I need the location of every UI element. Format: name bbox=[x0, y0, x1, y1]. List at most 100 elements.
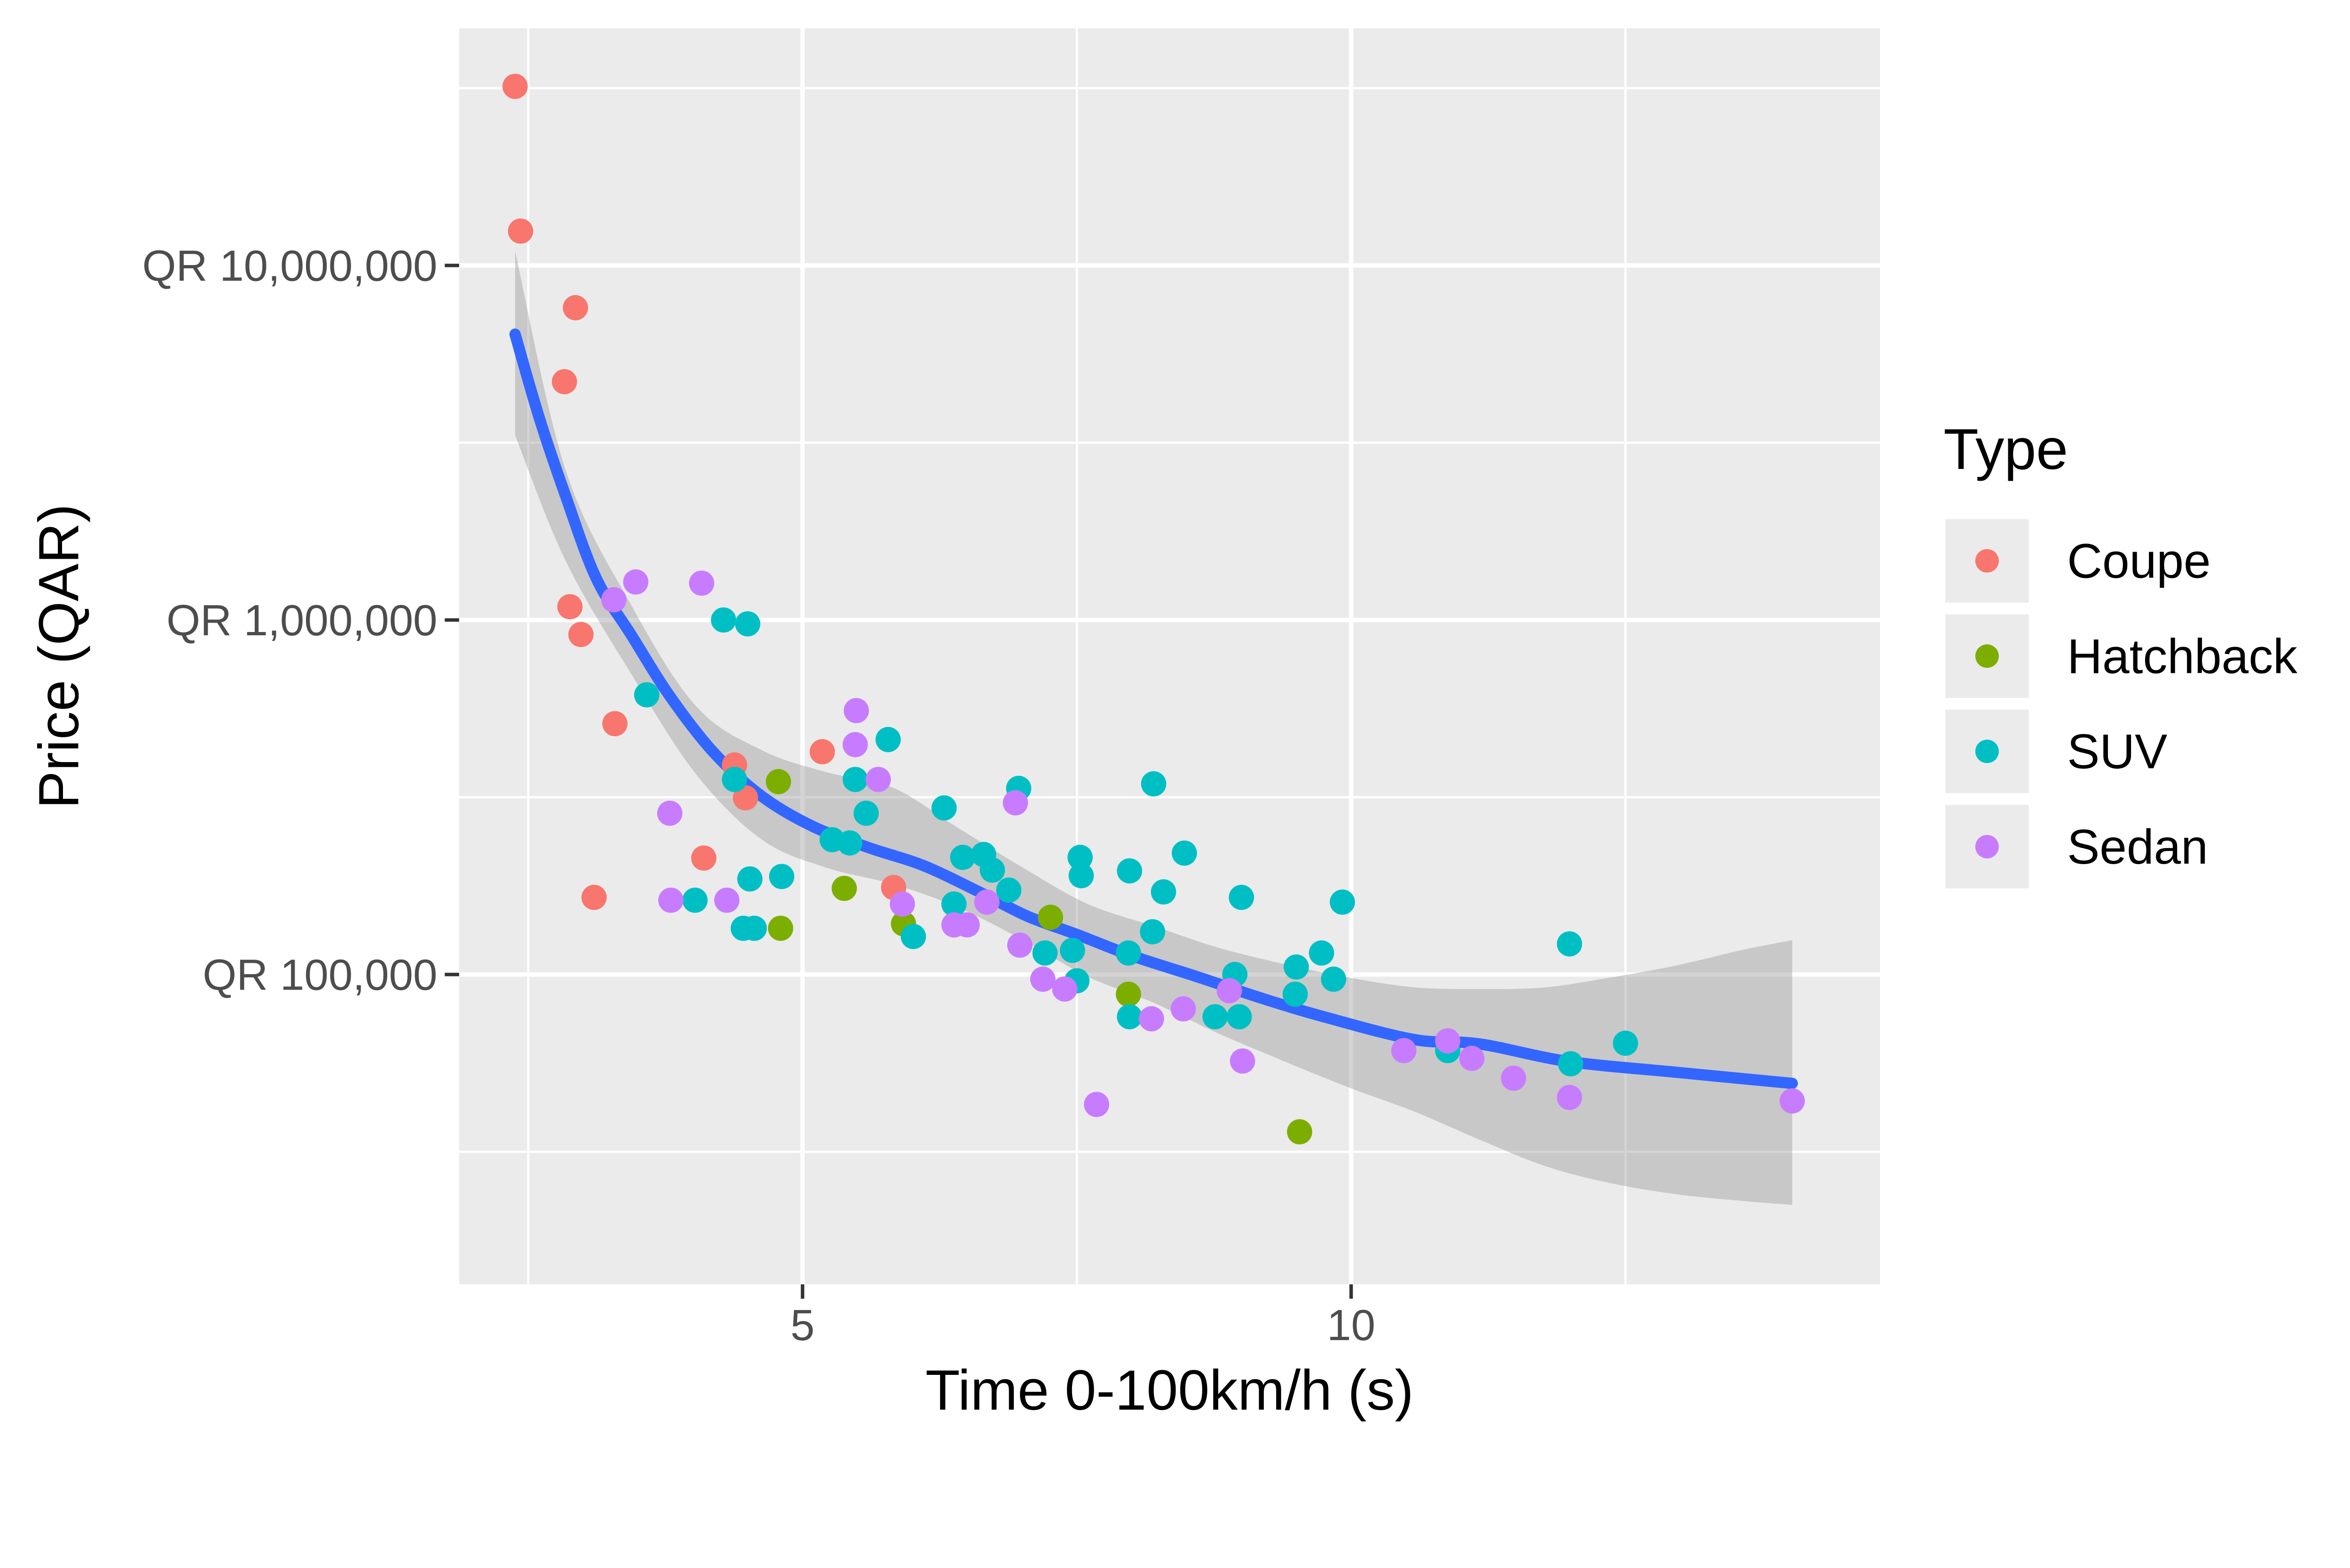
data-point bbox=[875, 727, 901, 752]
data-point bbox=[658, 887, 684, 913]
series-hatchback bbox=[766, 769, 1312, 1145]
data-point bbox=[1038, 905, 1063, 930]
data-point bbox=[689, 570, 714, 596]
data-point bbox=[552, 369, 577, 395]
data-point bbox=[557, 594, 583, 620]
data-point bbox=[1230, 1048, 1255, 1074]
data-point bbox=[1030, 967, 1056, 992]
legend-key-dot bbox=[1975, 549, 1999, 573]
data-point bbox=[1151, 879, 1176, 905]
data-point bbox=[831, 875, 857, 901]
panel-background bbox=[459, 28, 1880, 1285]
legend: Type Coupe Hatchback SUV Sedan bbox=[1943, 417, 2297, 889]
data-point bbox=[1116, 940, 1141, 966]
data-point bbox=[1779, 1088, 1805, 1114]
data-point bbox=[1229, 884, 1254, 910]
data-point bbox=[563, 295, 588, 320]
data-point bbox=[768, 915, 793, 941]
legend-key-dot bbox=[1975, 644, 1999, 668]
data-point bbox=[1613, 1030, 1638, 1056]
data-point bbox=[735, 611, 760, 637]
data-point bbox=[1117, 1004, 1143, 1030]
data-point bbox=[931, 795, 957, 821]
data-point bbox=[1557, 1084, 1582, 1110]
data-point bbox=[1117, 858, 1143, 884]
data-point bbox=[769, 864, 795, 889]
data-point bbox=[682, 887, 708, 913]
data-point bbox=[766, 769, 791, 795]
data-points bbox=[502, 73, 1805, 1145]
data-point bbox=[1282, 981, 1308, 1007]
data-point bbox=[1068, 863, 1094, 889]
data-point bbox=[1287, 1119, 1312, 1145]
x-tick-label: 10 bbox=[1327, 1301, 1375, 1350]
legend-entry-suv: SUV bbox=[1945, 710, 2167, 793]
data-point bbox=[1052, 976, 1078, 1002]
data-point bbox=[890, 891, 915, 917]
data-point bbox=[634, 682, 659, 708]
data-point bbox=[1060, 937, 1085, 963]
legend-title: Type bbox=[1943, 417, 2068, 481]
data-point bbox=[1170, 996, 1196, 1022]
data-point bbox=[721, 766, 747, 792]
data-point bbox=[1202, 1004, 1228, 1030]
data-point bbox=[657, 800, 682, 826]
data-point bbox=[1067, 844, 1093, 870]
data-point bbox=[1226, 1004, 1252, 1030]
data-point bbox=[979, 857, 1005, 883]
data-point bbox=[508, 218, 533, 244]
data-point bbox=[1141, 771, 1167, 796]
data-point bbox=[842, 732, 868, 757]
legend-label: Hatchback bbox=[2067, 629, 2297, 683]
data-point bbox=[691, 845, 717, 871]
data-point bbox=[974, 889, 1000, 915]
data-point bbox=[1330, 889, 1355, 915]
data-point bbox=[1435, 1028, 1461, 1053]
data-point bbox=[711, 607, 736, 633]
data-point bbox=[1139, 1006, 1164, 1031]
data-point bbox=[502, 73, 528, 99]
y-axis-title: Price (QAR) bbox=[27, 504, 91, 809]
data-point bbox=[1308, 940, 1334, 966]
data-point bbox=[741, 915, 767, 941]
legend-label: Coupe bbox=[2067, 534, 2211, 588]
data-point bbox=[996, 877, 1022, 903]
data-point bbox=[714, 887, 740, 913]
y-axis: QR 10,000,000 QR 1,000,000 QR 100,000 bbox=[142, 241, 459, 999]
data-point bbox=[950, 844, 976, 870]
data-point bbox=[1558, 1051, 1583, 1077]
data-point bbox=[1140, 919, 1166, 944]
data-point bbox=[809, 739, 835, 764]
x-tick-label: 5 bbox=[791, 1301, 815, 1350]
major-gridlines bbox=[459, 28, 1880, 1285]
data-point bbox=[602, 711, 628, 736]
data-point bbox=[1216, 978, 1242, 1004]
legend-key-dot bbox=[1975, 835, 1999, 858]
y-tick-label: QR 1,000,000 bbox=[166, 596, 437, 645]
data-point bbox=[1391, 1038, 1417, 1063]
data-point bbox=[941, 891, 967, 917]
series-sedan bbox=[601, 569, 1805, 1117]
data-point bbox=[1172, 840, 1197, 866]
legend-entry-coupe: Coupe bbox=[1945, 519, 2211, 603]
legend-label: Sedan bbox=[2067, 819, 2208, 874]
legend-entry-hatchback: Hatchback bbox=[1945, 614, 2297, 698]
plot-panel bbox=[459, 28, 1880, 1285]
data-point bbox=[733, 785, 758, 811]
data-point bbox=[601, 587, 627, 613]
data-point bbox=[1321, 967, 1347, 992]
data-point bbox=[854, 800, 879, 826]
data-point bbox=[1116, 981, 1141, 1007]
data-point bbox=[623, 569, 649, 595]
data-point bbox=[1084, 1092, 1110, 1117]
data-point bbox=[737, 866, 763, 892]
data-point bbox=[1557, 931, 1582, 957]
x-axis-title: Time 0-100km/h (s) bbox=[925, 1358, 1414, 1422]
chart-figure: 5 10 QR 10,000,000 QR 1,000,000 QR 100,000 … bbox=[27, 28, 2298, 1422]
legend-entry-sedan: Sedan bbox=[1945, 804, 2208, 889]
y-tick-label: QR 10,000,000 bbox=[142, 241, 438, 290]
data-point bbox=[1459, 1045, 1485, 1071]
data-point bbox=[842, 766, 868, 792]
data-point bbox=[1003, 790, 1028, 816]
